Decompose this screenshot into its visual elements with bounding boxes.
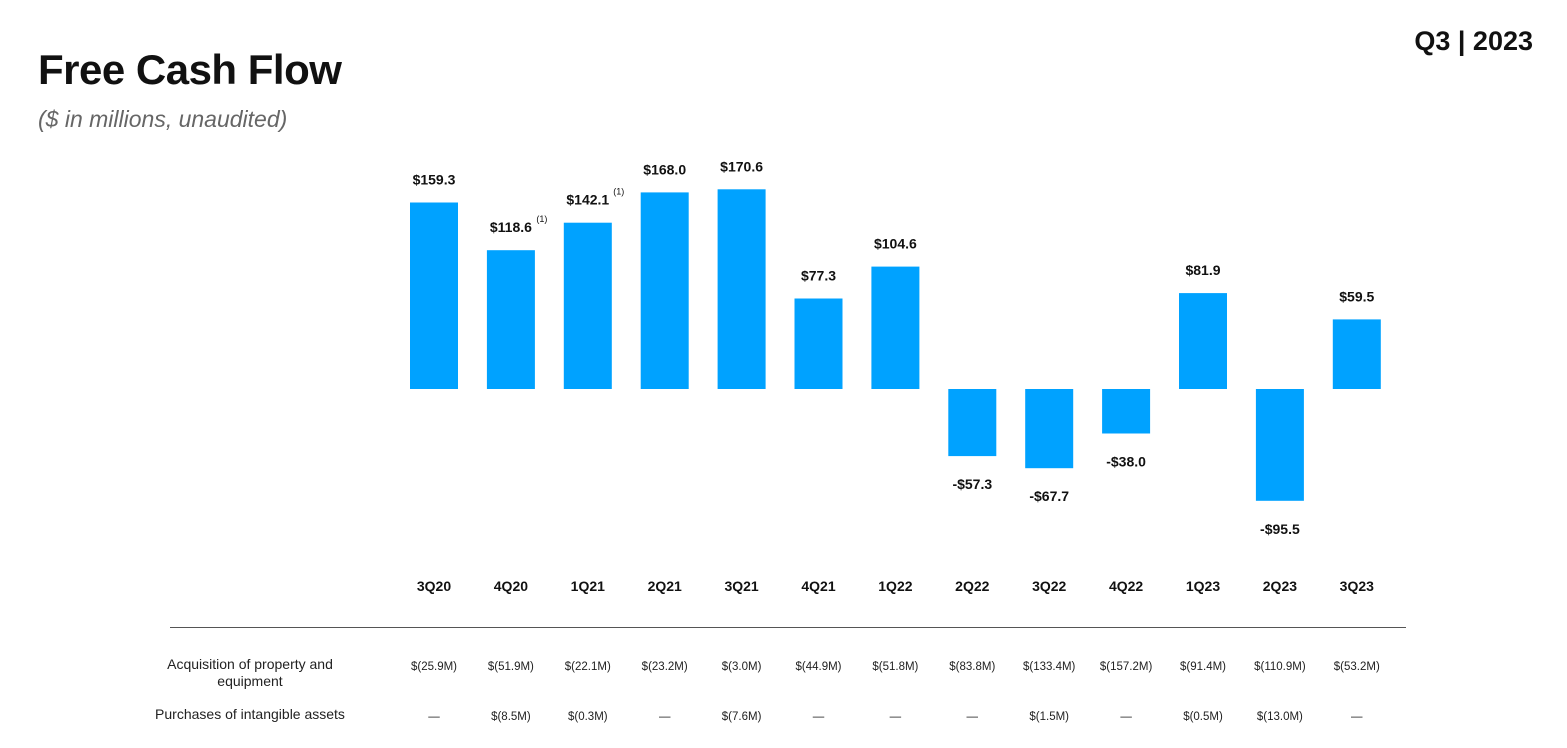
table-cell: $(0.3M): [567, 711, 608, 723]
period-label: Q3 | 2023: [1414, 26, 1533, 56]
table-cell: $(13.0M): [1256, 711, 1303, 723]
value-label-3Q20: $159.3: [413, 172, 456, 188]
bar-1Q22: [871, 266, 920, 389]
value-label-1Q22: $104.6: [874, 236, 917, 252]
value-label-1Q21: $142.1: [566, 192, 609, 208]
value-label-4Q21: $77.3: [801, 268, 836, 284]
table-cell: $(44.9M): [795, 661, 842, 673]
table-cell: $(110.9M): [1254, 661, 1306, 673]
value-label-4Q22: -$38.0: [1106, 454, 1146, 470]
page-title: Free Cash Flow: [38, 46, 342, 93]
bar-3Q20: [410, 202, 458, 389]
table-cell: $(25.9M): [410, 661, 458, 673]
bar-4Q20: [486, 250, 535, 389]
value-label-4Q20: $118.6: [490, 219, 532, 235]
bar-1Q21: [563, 222, 612, 389]
table-cell: $(91.4M): [1179, 661, 1227, 673]
value-label-3Q21: $170.6: [720, 158, 763, 174]
value-label-2Q22: -$57.3: [952, 476, 992, 492]
category-label-2Q23: 2Q23: [1263, 578, 1297, 594]
table-cell: $(23.2M): [641, 661, 688, 673]
table-cell: —: [966, 711, 979, 723]
table-cell: $(51.9M): [487, 661, 534, 673]
category-label-3Q21: 3Q21: [724, 578, 758, 594]
table-cell: $(3.0M): [721, 661, 762, 673]
value-label-2Q21: $168.0: [643, 161, 686, 177]
table-cell: $(51.8M): [872, 661, 919, 673]
free-cash-flow-chart: $159.3 3Q20 $118.6 (1) 4Q20 $142.1 (1) 1Q21 $168…: [410, 158, 1381, 594]
bar-1Q23: [1179, 293, 1227, 389]
row-label-intangible: Purchases of intangible assets: [155, 706, 345, 722]
table-cell: $(8.5M): [491, 711, 531, 723]
bar-2Q22: [948, 389, 997, 457]
table-cell: —: [1351, 711, 1363, 723]
table-cell: —: [812, 711, 825, 723]
table-cell: $(1.5M): [1029, 711, 1069, 723]
bar-3Q21: [717, 189, 766, 389]
value-label-1Q23: $81.9: [1185, 262, 1220, 278]
category-label-3Q23: 3Q23: [1340, 578, 1374, 594]
table-cell: —: [428, 711, 440, 723]
table-cell: $(53.2M): [1333, 661, 1380, 673]
row-label-acquisition: Acquisition of property and equipment: [167, 656, 333, 689]
footnote-4Q20: (1): [536, 214, 547, 224]
bar-3Q22: [1025, 389, 1074, 469]
page-subtitle: ($ in millions, unaudited): [38, 106, 288, 132]
table-cell: —: [1120, 711, 1132, 723]
value-label-3Q22: -$67.7: [1029, 488, 1069, 504]
bar-2Q21: [640, 192, 689, 389]
table-cell: $(0.5M): [1183, 711, 1223, 723]
value-label-2Q23: -$95.5: [1260, 521, 1300, 537]
table-cell: $(133.4M): [1022, 661, 1076, 673]
table-cell: $(7.6M): [721, 711, 762, 723]
category-label-1Q21: 1Q21: [571, 578, 605, 594]
bar-3Q23: [1332, 319, 1381, 389]
category-label-1Q22: 1Q22: [878, 578, 912, 594]
category-label-2Q21: 2Q21: [648, 578, 682, 594]
table-cell: —: [658, 711, 671, 723]
category-label-3Q22: 3Q22: [1032, 578, 1066, 594]
bar-4Q21: [794, 298, 843, 389]
table-cell: $(83.8M): [949, 661, 996, 673]
category-label-4Q21: 4Q21: [801, 578, 835, 594]
value-label-3Q23: $59.5: [1339, 288, 1374, 304]
category-label-4Q22: 4Q22: [1109, 578, 1143, 594]
footnote-1Q21: (1): [613, 187, 624, 197]
table-cell: —: [889, 711, 902, 723]
table-cell: $(22.1M): [564, 661, 611, 673]
category-label-1Q23: 1Q23: [1186, 578, 1220, 594]
category-label-2Q22: 2Q22: [955, 578, 989, 594]
table-divider: [170, 627, 1406, 628]
table-cell: $(157.2M): [1099, 661, 1153, 673]
bar-4Q22: [1102, 389, 1151, 434]
bar-2Q23: [1255, 389, 1304, 501]
category-label-3Q20: 3Q20: [417, 578, 451, 594]
category-label-4Q20: 4Q20: [494, 578, 528, 594]
